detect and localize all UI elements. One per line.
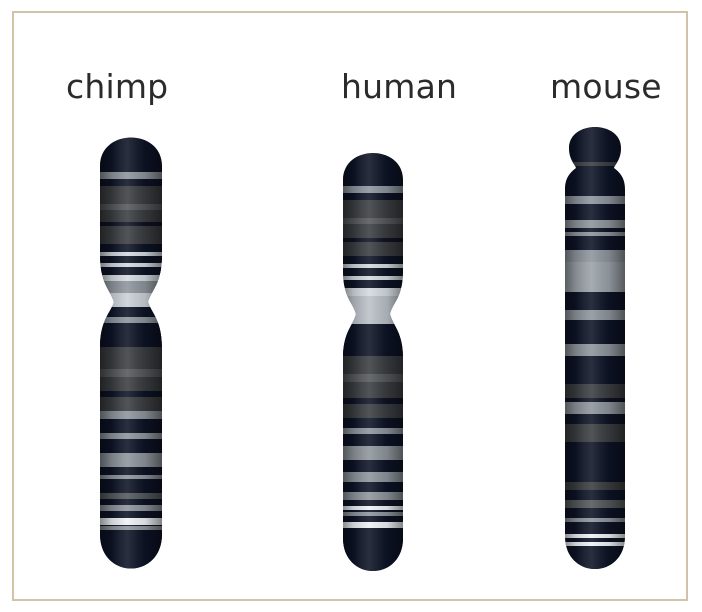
label-human: human bbox=[341, 67, 458, 106]
chimp-bands bbox=[100, 137, 162, 569]
chromosome-mouse bbox=[565, 127, 625, 569]
label-mouse: mouse bbox=[550, 67, 662, 106]
human-bands bbox=[343, 153, 403, 571]
mouse-bands bbox=[565, 127, 625, 569]
label-chimp: chimp bbox=[66, 67, 169, 106]
chromosome-chimp bbox=[100, 137, 162, 569]
chromosome-human bbox=[343, 153, 403, 571]
